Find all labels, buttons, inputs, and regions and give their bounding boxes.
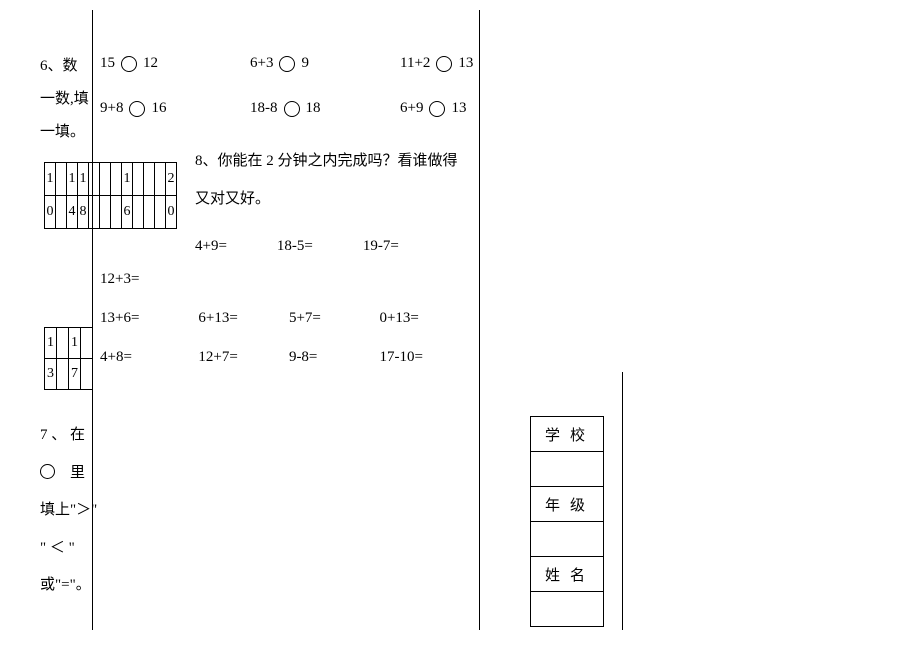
circle-blank-icon[interactable] [284,101,300,117]
vertical-divider-3 [622,372,623,630]
calc-item: 0+13= [379,310,470,327]
nt1-cell [155,196,166,229]
info-grade-value[interactable] [531,522,604,557]
q7-line: 填上"＞" [40,492,92,530]
nt2-cell: 1 [45,328,57,359]
comparison-area: 15 12 6+3 9 11+2 13 9+8 16 18-8 18 6+9 [100,55,475,145]
circle-blank-icon [40,464,55,479]
question-6-label: 6、数一数,填一填。 [40,50,92,149]
compare-item: 6+3 9 [250,55,360,72]
circle-blank-icon[interactable] [429,101,445,117]
circle-blank-icon[interactable] [129,101,145,117]
info-name-value[interactable] [531,592,604,627]
nt1-cell [155,163,166,196]
calc-item: 9-8= [289,349,380,366]
nt1-cell [111,163,122,196]
nt1-cell [56,163,67,196]
nt2-cell [81,328,93,359]
compare-item: 6+9 13 [400,100,510,117]
compare-right: 12 [143,55,158,72]
nt1-cell [111,196,122,229]
q7-line: 7 、 在 [40,417,92,455]
calc-item: 13+6= [100,310,198,327]
nt1-cell: 1 [122,163,133,196]
info-name-label: 姓名 [531,557,604,592]
calc-item: 12+3= [100,271,200,288]
compare-item: 9+8 16 [100,100,210,117]
nt2-cell [81,359,93,390]
calc-item: 6+13= [198,310,289,327]
nt1-cell [133,196,144,229]
calc-item: 4+8= [100,349,198,366]
nt1-cell [100,196,111,229]
question-8-text: 8、你能在 2 分钟之内完成吗？看谁做得又对又好。 [195,143,465,218]
compare-right: 13 [451,100,466,117]
compare-right: 18 [306,100,321,117]
nt1-cell [144,163,155,196]
nt1-cell: 6 [122,196,133,229]
compare-left: 11+2 [400,55,430,72]
compare-item: 15 12 [100,55,210,72]
question-7: 7 、 在 里 填上"＞" " ＜ " 或"="。 [40,417,92,605]
comparison-row-2: 9+8 16 18-8 18 6+9 13 [100,100,475,117]
compare-left: 6+9 [400,100,423,117]
compare-left: 9+8 [100,100,123,117]
nt1-cell [89,196,100,229]
nt1-cell [144,196,155,229]
compare-left: 6+3 [250,55,273,72]
nt2-cell: 7 [69,359,81,390]
calc-row: 12+3= [100,271,470,288]
calc-row: 4+8= 12+7= 9-8= 17-10= [100,349,470,366]
nt2-cell: 3 [45,359,57,390]
compare-right: 16 [151,100,166,117]
nt1-cell: 0 [45,196,56,229]
q7-text: 里 [70,465,85,481]
number-line-table-1: 1 1 1 1 2 0 4 8 6 0 [44,162,177,229]
nt2-cell: 1 [69,328,81,359]
compare-right: 9 [301,55,309,72]
compare-left: 18-8 [250,100,278,117]
nt1-cell: 8 [78,196,89,229]
nt2-cell [57,328,69,359]
q7-line: " ＜ " [40,530,92,568]
nt1-cell [100,163,111,196]
nt1-cell: 0 [166,196,177,229]
comparison-row-1: 15 12 6+3 9 11+2 13 [100,55,475,72]
calc-item: 17-10= [379,349,470,366]
info-school-value[interactable] [531,452,604,487]
student-info-table: 学校 年级 姓名 [530,416,604,627]
compare-left: 15 [100,55,115,72]
circle-blank-icon[interactable] [121,56,137,72]
nt1-cell: 1 [67,163,78,196]
info-school-label: 学校 [531,417,604,452]
nt1-cell [56,196,67,229]
circle-blank-icon[interactable] [279,56,295,72]
number-line-table-2: 1 1 3 7 [44,327,93,390]
compare-right: 13 [458,55,473,72]
nt1-cell: 1 [45,163,56,196]
vertical-divider-1 [92,10,93,630]
nt1-cell: 4 [67,196,78,229]
info-grade-label: 年级 [531,487,604,522]
calc-item: 12+7= [198,349,289,366]
calc-item: 5+7= [289,310,380,327]
nt1-cell: 1 [78,163,89,196]
nt1-cell: 2 [166,163,177,196]
circle-blank-icon[interactable] [436,56,452,72]
nt1-cell [89,163,100,196]
calc-row: 13+6= 6+13= 5+7= 0+13= [100,310,470,327]
nt2-cell [57,359,69,390]
calc-grid: 12+3= 13+6= 6+13= 5+7= 0+13= 4+8= 12+7= … [100,225,470,388]
compare-item: 18-8 18 [250,100,360,117]
q7-line: 或"="。 [40,567,92,605]
compare-item: 11+2 13 [400,55,510,72]
nt1-cell [133,163,144,196]
q7-line: 里 [40,455,92,493]
